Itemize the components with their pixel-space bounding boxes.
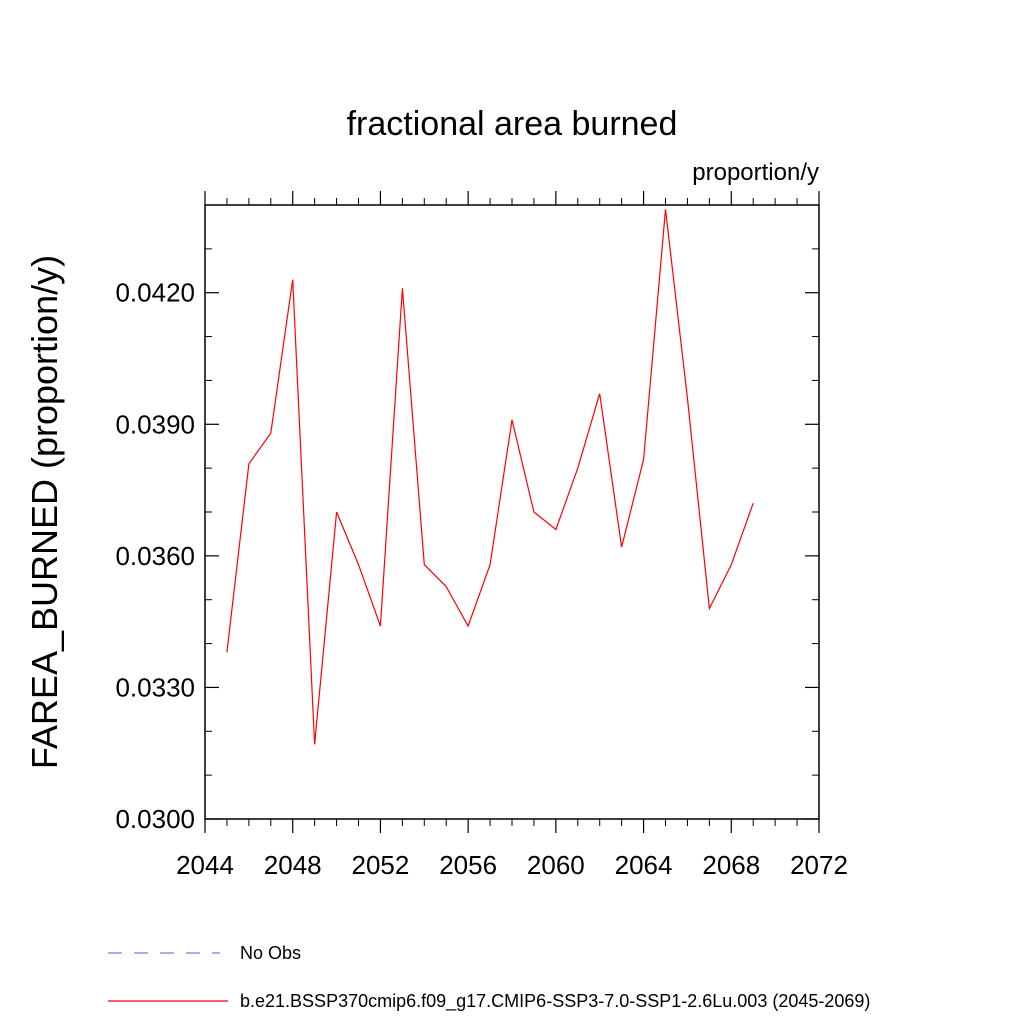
axis-ticks: 2044 2048 2052 2056 2060 2064 2068 2072 0.0300 0.…	[115, 191, 848, 880]
x-tick-label: 2048	[264, 850, 322, 880]
series-line	[226, 209, 754, 745]
x-tick-label: 2056	[439, 850, 497, 880]
y-tick-label: 0.0300	[115, 804, 195, 834]
legend-label-model: b.e21.BSSP370cmip6.f09_g17.CMIP6-SSP3-7.…	[240, 991, 870, 1012]
x-tick-label: 2072	[790, 850, 848, 880]
y-tick-label: 0.0420	[115, 278, 195, 308]
plot-frame	[204, 204, 820, 820]
x-tick-label: 2052	[352, 850, 410, 880]
units-label: proportion/y	[692, 159, 819, 186]
chart-title: fractional area burned	[347, 105, 678, 143]
x-tick-label: 2060	[527, 850, 585, 880]
data-lines	[226, 209, 754, 745]
x-tick-label: 2044	[176, 850, 234, 880]
legend: No Obs b.e21.BSSP370cmip6.f09_g17.CMIP6-…	[108, 943, 870, 1012]
y-axis-label: FAREA_BURNED (proportion/y)	[24, 255, 65, 769]
y-tick-label: 0.0330	[115, 672, 195, 702]
legend-label-no-obs: No Obs	[240, 943, 301, 963]
x-tick-label: 2068	[702, 850, 760, 880]
x-tick-label: 2064	[615, 850, 673, 880]
y-tick-label: 0.0390	[115, 409, 195, 439]
y-tick-label: 0.0360	[115, 541, 195, 571]
